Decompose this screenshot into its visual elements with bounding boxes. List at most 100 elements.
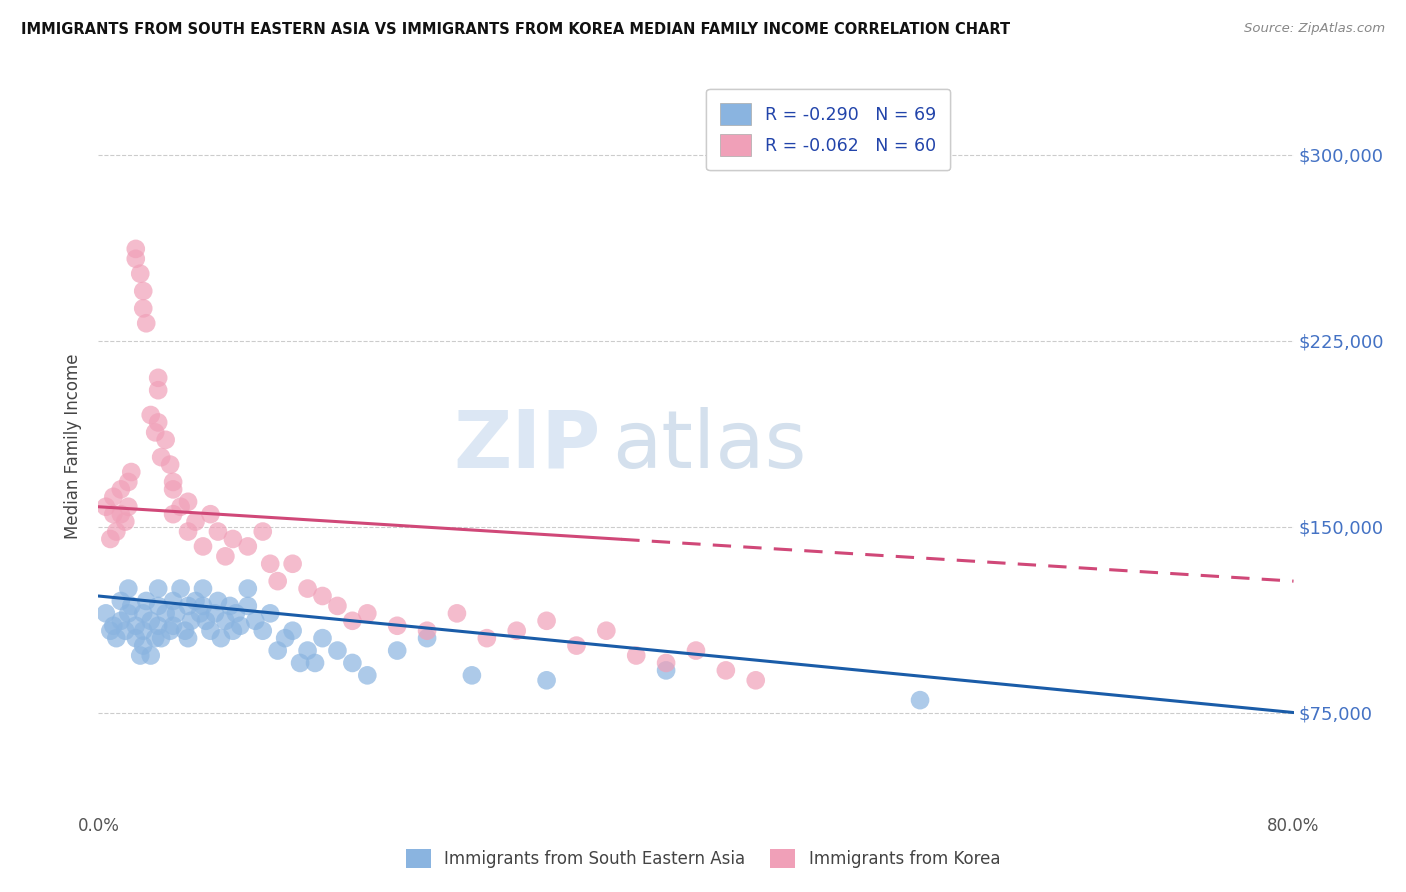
Point <box>105 631 128 645</box>
Point <box>135 316 157 330</box>
Point <box>110 483 132 497</box>
Point <box>342 656 364 670</box>
Point <box>195 614 218 628</box>
Text: Source: ZipAtlas.com: Source: ZipAtlas.com <box>1244 22 1385 36</box>
Point <box>446 607 468 621</box>
Point <box>304 656 326 670</box>
Point <box>117 607 139 621</box>
Point <box>169 582 191 596</box>
Point <box>475 631 498 645</box>
Point <box>236 540 259 554</box>
Point <box>342 614 364 628</box>
Point <box>135 594 157 608</box>
Point <box>288 656 311 670</box>
Point <box>129 648 152 663</box>
Point <box>259 557 281 571</box>
Point <box>714 664 737 678</box>
Point <box>207 524 229 539</box>
Point <box>177 631 200 645</box>
Point <box>685 643 707 657</box>
Point <box>103 619 125 633</box>
Point <box>385 619 409 633</box>
Point <box>209 631 232 645</box>
Point <box>311 589 333 603</box>
Point <box>148 371 170 385</box>
Point <box>132 284 155 298</box>
Point <box>125 252 148 266</box>
Point <box>229 619 252 633</box>
Point <box>536 614 558 628</box>
Point <box>162 619 184 633</box>
Point <box>148 599 170 613</box>
Point <box>281 557 304 571</box>
Point <box>162 483 184 497</box>
Point <box>356 668 378 682</box>
Point <box>132 301 155 316</box>
Point <box>148 383 170 397</box>
Point <box>155 433 177 447</box>
Point <box>114 624 136 638</box>
Point <box>120 465 142 479</box>
Point <box>139 408 162 422</box>
Point <box>200 507 222 521</box>
Legend: R = -0.290   N = 69, R = -0.062   N = 60: R = -0.290 N = 69, R = -0.062 N = 60 <box>706 89 950 170</box>
Point <box>204 607 226 621</box>
Point <box>267 574 290 588</box>
Point <box>120 599 142 613</box>
Point <box>180 614 202 628</box>
Point <box>162 475 184 489</box>
Point <box>311 631 333 645</box>
Point <box>626 648 648 663</box>
Point <box>132 624 155 638</box>
Point <box>117 582 139 596</box>
Point <box>655 664 678 678</box>
Point <box>110 594 132 608</box>
Point <box>461 668 484 682</box>
Point <box>159 624 181 638</box>
Point <box>177 495 200 509</box>
Point <box>219 599 242 613</box>
Point <box>177 524 200 539</box>
Point <box>236 599 259 613</box>
Point <box>326 599 349 613</box>
Point <box>356 607 378 621</box>
Point <box>155 607 177 621</box>
Point <box>225 607 247 621</box>
Point <box>162 594 184 608</box>
Point <box>139 614 162 628</box>
Point <box>150 450 173 465</box>
Point <box>143 631 166 645</box>
Text: ZIP: ZIP <box>453 407 600 485</box>
Point <box>267 643 290 657</box>
Point <box>297 582 319 596</box>
Point <box>125 631 148 645</box>
Y-axis label: Median Family Income: Median Family Income <box>65 353 83 539</box>
Point <box>110 507 132 521</box>
Point <box>132 639 155 653</box>
Point <box>236 582 259 596</box>
Point <box>184 594 207 608</box>
Point <box>103 507 125 521</box>
Point <box>188 607 211 621</box>
Point <box>385 643 409 657</box>
Point <box>416 631 439 645</box>
Point <box>125 619 148 633</box>
Point <box>252 524 274 539</box>
Point <box>184 515 207 529</box>
Point <box>207 594 229 608</box>
Point <box>565 639 588 653</box>
Point <box>174 624 197 638</box>
Point <box>150 631 173 645</box>
Point <box>177 599 200 613</box>
Point <box>94 607 117 621</box>
Text: IMMIGRANTS FROM SOUTH EASTERN ASIA VS IMMIGRANTS FROM KOREA MEDIAN FAMILY INCOME: IMMIGRANTS FROM SOUTH EASTERN ASIA VS IM… <box>21 22 1011 37</box>
Point <box>214 614 236 628</box>
Point <box>98 624 122 638</box>
Point <box>245 614 267 628</box>
Point <box>222 532 245 546</box>
Point <box>595 624 617 638</box>
Point <box>162 507 184 521</box>
Point <box>297 643 319 657</box>
Point <box>125 242 148 256</box>
Point <box>281 624 304 638</box>
